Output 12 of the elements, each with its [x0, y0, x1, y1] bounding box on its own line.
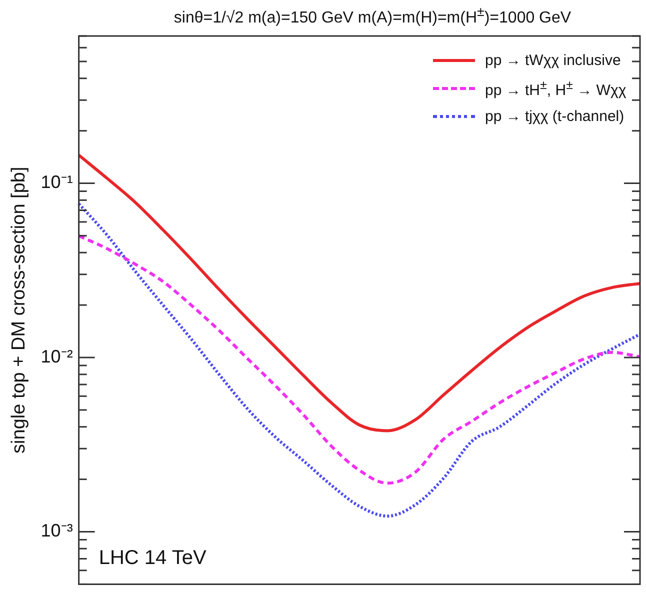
legend-label: pp → tjχχ (t-channel) — [485, 108, 624, 124]
y-tick-label: 10⁻¹ — [40, 172, 73, 192]
line-series — [77, 234, 642, 485]
annotation: LHC 14 TeV — [98, 547, 207, 570]
y-tick-label: 10⁻³ — [40, 520, 73, 541]
legend-label: pp → tH$^{±}$, H$^{±}$ → Wχχ — [485, 78, 626, 98]
legend-label: pp → tWχχ inclusive — [485, 52, 621, 68]
line-series — [77, 154, 642, 432]
y-axis-title: single top + DM cross-section [pb] — [8, 166, 30, 454]
y-tick-label: 10⁻² — [40, 346, 73, 366]
chart-title: sinθ=1/√2 m(a)=150 GeV m(A)=m(H)=m(H$^{±}$)=1000 GeV — [172, 4, 572, 28]
line-series — [77, 202, 642, 518]
